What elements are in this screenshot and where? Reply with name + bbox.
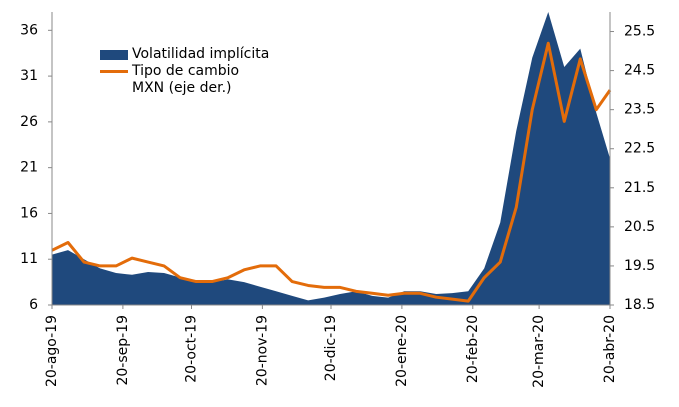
legend-swatch bbox=[100, 50, 128, 60]
x-tick-label: 20-ago-19 bbox=[44, 315, 60, 387]
x-tick-label: 20-sep-19 bbox=[115, 315, 131, 386]
x-tick-label: 20-nov-19 bbox=[254, 315, 270, 386]
y-tick-label: 16 bbox=[20, 205, 38, 221]
y2-tick-label: 23.5 bbox=[624, 102, 655, 118]
y2-tick-label: 21.5 bbox=[624, 180, 655, 196]
y2-tick-label: 19.5 bbox=[624, 258, 655, 274]
x-tick-label: 20-dic-19 bbox=[323, 315, 339, 381]
y-tick-label: 36 bbox=[20, 22, 38, 38]
y2-tick-label: 22.5 bbox=[624, 141, 655, 157]
x-tick-label: 20-ene-20 bbox=[394, 315, 410, 387]
y2-tick-label: 24.5 bbox=[624, 63, 655, 79]
x-tick-label: 20-feb-20 bbox=[465, 315, 481, 383]
legend-label: Volatilidad implícita bbox=[132, 46, 270, 62]
y-tick-label: 26 bbox=[20, 114, 38, 130]
legend-label: Tipo de cambio MXN (eje der.) bbox=[132, 63, 240, 96]
y2-tick-label: 20.5 bbox=[624, 219, 655, 235]
legend: Volatilidad implícita Tipo de cambio MXN … bbox=[100, 46, 275, 97]
y-tick-label: 31 bbox=[20, 68, 38, 84]
x-tick-label: 20-oct-19 bbox=[184, 315, 200, 383]
y2-tick-label: 25.5 bbox=[624, 24, 655, 40]
y-tick-label: 6 bbox=[29, 297, 38, 313]
y-tick-label: 11 bbox=[20, 251, 38, 267]
line bbox=[51, 41, 612, 303]
area bbox=[52, 12, 610, 305]
x-tick-label: 20-abr-20 bbox=[602, 315, 618, 383]
y-tick-label: 21 bbox=[20, 160, 38, 176]
x-tick-label: 20-mar-20 bbox=[531, 315, 547, 388]
legend-item: Volatilidad implícita bbox=[100, 46, 275, 63]
legend-swatch bbox=[100, 70, 128, 73]
y2-tick-label: 18.5 bbox=[624, 297, 655, 313]
legend-item: Tipo de cambio MXN (eje der.) bbox=[100, 63, 275, 97]
